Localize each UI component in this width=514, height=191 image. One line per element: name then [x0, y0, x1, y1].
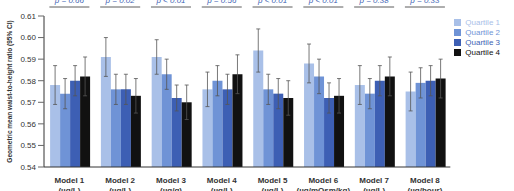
svg-text:0.60: 0.60 [20, 33, 36, 42]
html-text:Quartile 2: Quartile 2 [465, 28, 500, 37]
svg-text:(µg/g): (µg/g) [160, 186, 182, 191]
svg-text:Model 6: Model 6 [308, 176, 338, 185]
svg-text:Model 8: Model 8 [410, 176, 440, 185]
svg-text:Geometric mean waist-to-height: Geometric mean waist-to-height ratio (95… [8, 20, 14, 162]
html-text:Quartile 1: Quartile 1 [465, 18, 500, 27]
svg-text:Model 1: Model 1 [55, 176, 85, 185]
svg-text:0.59: 0.59 [20, 55, 36, 64]
svg-text:Model 4: Model 4 [207, 176, 237, 185]
svg-text:Model 3: Model 3 [156, 176, 186, 185]
svg-text:p = 0.66: p = 0.66 [54, 0, 85, 5]
svg-text:0.56: 0.56 [20, 120, 36, 129]
svg-text:0.54: 0.54 [20, 163, 36, 172]
svg-text:(µg/hour): (µg/hour) [408, 186, 443, 191]
svg-text:Model 2: Model 2 [105, 176, 135, 185]
svg-text:p = 0.38: p = 0.38 [359, 0, 390, 5]
svg-text:(µg/mOsm/kg): (µg/mOsm/kg) [297, 186, 351, 191]
html-text:Quartile 3: Quartile 3 [465, 38, 500, 47]
svg-text:p < 0.01: p < 0.01 [308, 0, 338, 5]
svg-text:p < 0.01: p < 0.01 [257, 0, 287, 5]
svg-text:(µg/L): (µg/L) [262, 186, 284, 191]
svg-text:p = 0.33: p = 0.33 [409, 0, 440, 5]
svg-text:Model 7: Model 7 [359, 176, 389, 185]
svg-text:0.61: 0.61 [20, 12, 36, 21]
svg-text:0.57: 0.57 [20, 98, 36, 107]
svg-text:(µg/L): (µg/L) [58, 186, 80, 191]
svg-text:Model 5: Model 5 [258, 176, 288, 185]
svg-text:(µg/L): (µg/L) [211, 186, 233, 191]
svg-text:(µg/L): (µg/L) [363, 186, 385, 191]
svg-text:(µg/L): (µg/L) [109, 186, 131, 191]
svg-text:0.58: 0.58 [20, 77, 36, 86]
svg-text:p = 0.56: p = 0.56 [206, 0, 237, 5]
svg-text:p = 0.02: p = 0.02 [105, 0, 136, 5]
html-text:Quartile 4: Quartile 4 [465, 48, 500, 57]
svg-text:0.55: 0.55 [20, 141, 36, 150]
svg-text:p < 0.01: p < 0.01 [155, 0, 185, 5]
